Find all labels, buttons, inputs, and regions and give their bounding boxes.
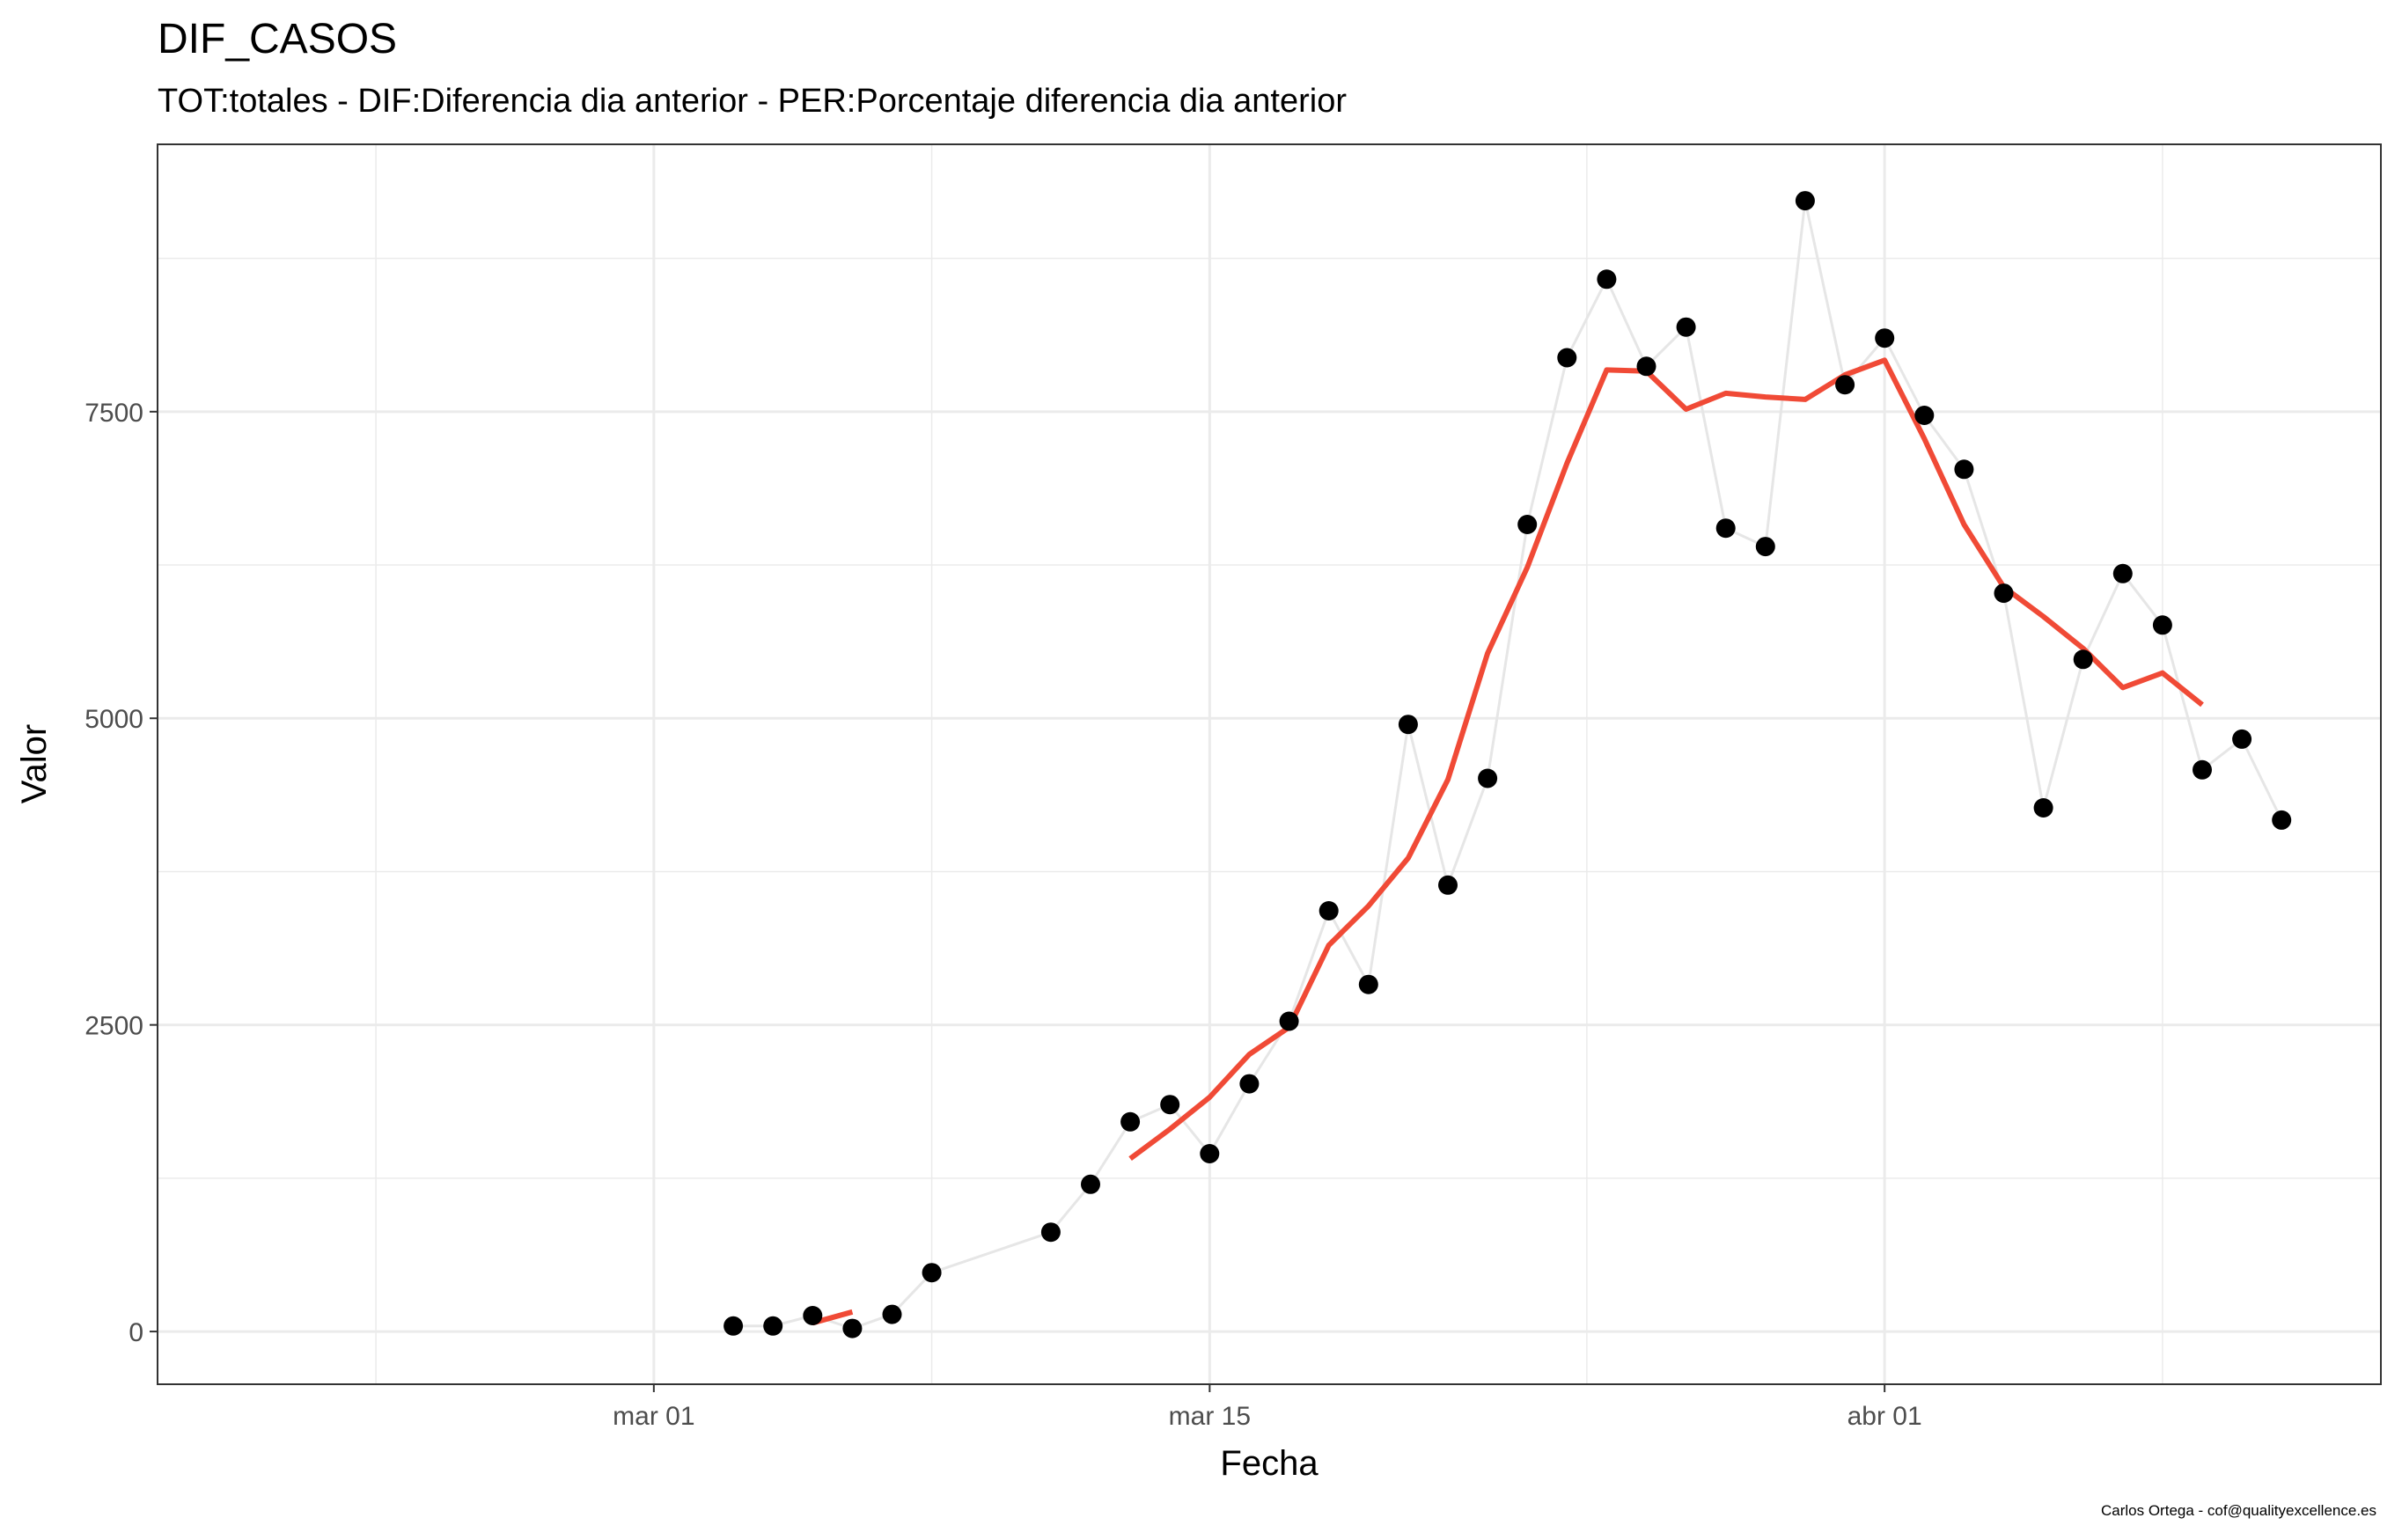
data-point [1557, 348, 1577, 368]
data-point [1676, 317, 1696, 337]
data-point [1040, 1222, 1061, 1243]
data-point [1319, 901, 1339, 920]
data-point [2272, 810, 2292, 830]
data-point [2112, 563, 2133, 583]
data-point [1517, 515, 1538, 534]
data-point [1478, 768, 1498, 788]
data-points [724, 191, 2292, 1338]
y-axis-ticks: 0 2500 5000 7500 [84, 399, 158, 1347]
panel-border [157, 143, 2382, 1385]
data-point [2193, 759, 2212, 780]
data-point [1398, 715, 1418, 735]
data-point [1875, 328, 1895, 348]
data-point [1120, 1111, 1141, 1132]
data-point [803, 1306, 823, 1325]
chart-subtitle: TOT:totales - DIF:Diferencia dia anterio… [158, 83, 1347, 120]
y-axis-title: Valor [15, 724, 54, 803]
data-point [1597, 269, 1617, 290]
chart-caption: Carlos Ortega - cof@qualityexcellence.es [2101, 1502, 2376, 1519]
data-point [1954, 459, 1974, 480]
connecting-polyline [733, 200, 2283, 1331]
data-point [922, 1263, 942, 1283]
data-point [1200, 1144, 1220, 1163]
data-point [2232, 729, 2252, 749]
major-gridlines [158, 144, 2381, 1384]
y-tick-label: 7500 [84, 399, 143, 428]
data-point [1795, 191, 1815, 211]
data-point [1994, 583, 2014, 604]
y-tick-label: 2500 [84, 1012, 143, 1041]
x-axis-ticks: mar 01 mar 15 abr 01 [613, 1384, 1922, 1431]
data-point [763, 1316, 783, 1336]
data-point [1835, 375, 1855, 395]
x-tick-label: mar 15 [1169, 1402, 1251, 1431]
smoothed-line-segment [1128, 357, 2204, 1162]
data-point [1358, 974, 1378, 994]
data-point [1279, 1011, 1299, 1031]
x-axis-title: Fecha [1220, 1444, 1319, 1483]
data-point [1755, 537, 1775, 557]
data-point [1914, 406, 1935, 425]
data-point [1438, 875, 1458, 895]
connecting-line [733, 200, 2283, 1331]
data-point [1239, 1074, 1260, 1094]
data-point [724, 1316, 744, 1336]
x-tick-label: abr 01 [1847, 1402, 1922, 1431]
data-point [2152, 615, 2172, 635]
minor-gridlines [158, 144, 2381, 1384]
data-point [842, 1318, 863, 1338]
data-point [2033, 798, 2053, 818]
x-tick-label: mar 01 [613, 1402, 694, 1431]
data-point [1081, 1174, 1100, 1194]
data-point [2073, 649, 2093, 670]
data-point [1160, 1095, 1180, 1115]
chart-title: DIF_CASOS [158, 16, 397, 62]
y-tick-label: 5000 [84, 705, 143, 734]
data-point [1636, 356, 1656, 377]
y-tick-label: 0 [129, 1318, 143, 1347]
data-point [1715, 518, 1736, 539]
data-point [882, 1304, 902, 1324]
